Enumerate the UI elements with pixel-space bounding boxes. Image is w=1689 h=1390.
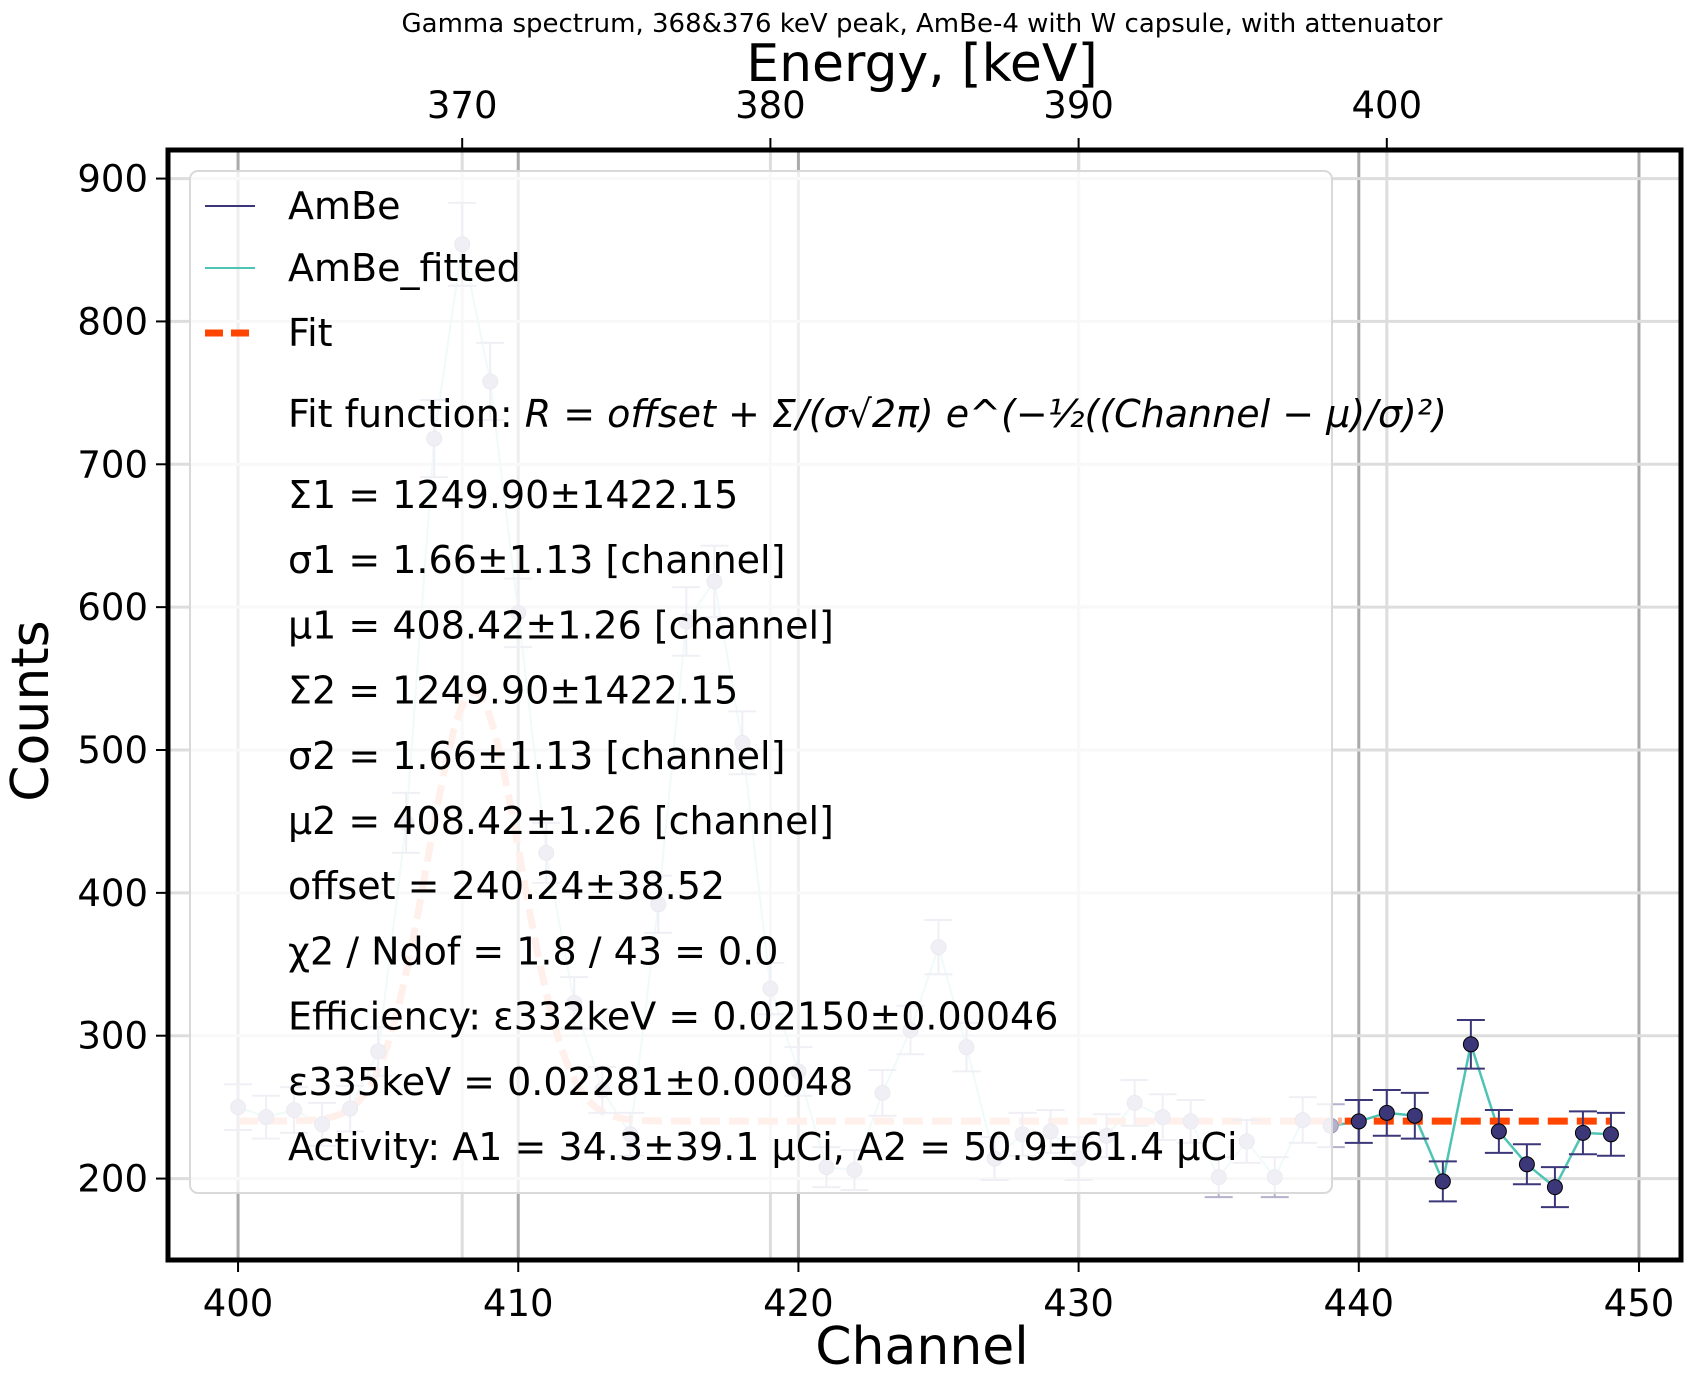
y-tick-label: 900: [77, 158, 148, 201]
x-tick-label: 420: [763, 1282, 834, 1325]
legend-entry-ambe-fitted: AmBe_fitted: [288, 246, 521, 290]
fit-parameter-line: χ2 / Ndof = 1.8 / 43 = 0.0: [288, 929, 778, 973]
data-point: [1602, 1126, 1619, 1143]
data-point-group: [1512, 1143, 1541, 1186]
fit-parameter-line: Σ1 = 1249.90±1422.15: [288, 473, 738, 517]
data-point-group: [1456, 1019, 1485, 1070]
y-tick-label: 600: [77, 586, 148, 629]
legend-entry-ambe: AmBe: [288, 184, 400, 228]
data-point-group: [1400, 1091, 1429, 1140]
x2-tick-label: 380: [735, 84, 806, 127]
axis-ticks: 400 410 420 430 440 450 370 380 390 400 200 300 400 5…: [77, 84, 1674, 1325]
x-tick-label: 410: [483, 1282, 554, 1325]
x-tick-label: 430: [1043, 1282, 1114, 1325]
data-point: [1350, 1113, 1367, 1130]
legend-box: [189, 170, 1333, 1194]
x2-tick-label: 390: [1043, 84, 1114, 127]
data-point-group: [1344, 1099, 1373, 1144]
y-tick-label: 200: [77, 1158, 148, 1201]
fit-parameter-line: μ1 = 408.42±1.26 [channel]: [288, 603, 834, 647]
legend-entry-fit: Fit: [288, 311, 333, 355]
data-point-group: [1484, 1109, 1513, 1154]
x2-tick-label: 370: [427, 84, 498, 127]
data-point: [1490, 1123, 1507, 1140]
data-point: [1378, 1104, 1395, 1121]
fit-parameter-line: μ2 = 408.42±1.26 [channel]: [288, 799, 834, 843]
fit-parameter-line: Activity: A1 = 34.3±39.1 μCi, A2 = 50.9±…: [288, 1125, 1238, 1169]
fit-function-formula: R = offset + Σ/(σ√2π) e^(−½((Channel − μ…: [525, 392, 1447, 436]
fit-parameter-line: σ2 = 1.66±1.13 [channel]: [288, 734, 785, 778]
chart-title: Gamma spectrum, 368&376 keV peak, AmBe-4…: [402, 9, 1443, 39]
data-point-group: [1428, 1160, 1457, 1203]
fit-parameter-line: Σ2 = 1249.90±1422.15: [288, 669, 738, 713]
y-tick-label: 700: [77, 443, 148, 486]
data-point: [1518, 1156, 1535, 1173]
fit-parameter-line: offset = 240.24±38.52: [288, 864, 725, 908]
y-axis-title: Counts: [1, 620, 61, 802]
data-point: [1574, 1124, 1591, 1141]
data-point-group: [1568, 1110, 1597, 1156]
x-tick-label: 440: [1323, 1282, 1394, 1325]
fit-parameter-line: Efficiency: ε332keV = 0.02150±0.00046: [288, 995, 1058, 1039]
data-point-group: [1596, 1111, 1625, 1157]
data-point: [1406, 1107, 1423, 1124]
fit-parameters: Σ1 = 1249.90±1422.15 σ1 = 1.66±1.13 [chan…: [288, 473, 1238, 1169]
plot-frame: [165, 147, 1684, 1263]
fit-parameter-line: σ1 = 1.66±1.13 [channel]: [288, 538, 785, 582]
x-axis-title: Channel: [815, 1317, 1028, 1377]
legend: AmBe AmBe_fitted Fit Fit function: R = o…: [189, 170, 1447, 1194]
data-point: [1434, 1173, 1451, 1190]
fit-function-text: Fit function: R = offset + Σ/(σ√2π) e^(−…: [288, 392, 1447, 436]
y-tick-label: 800: [77, 300, 148, 343]
x-tick-label: 450: [1604, 1282, 1675, 1325]
fit-function-label: Fit function:: [288, 392, 525, 436]
y-tick-label: 300: [77, 1015, 148, 1058]
data-point: [1462, 1036, 1479, 1053]
data-point-group: [1540, 1166, 1569, 1209]
data-point-group: [1372, 1089, 1401, 1137]
x2-tick-label: 400: [1351, 84, 1422, 127]
top-axis-title: Energy, [keV]: [746, 34, 1098, 94]
y-tick-label: 500: [77, 729, 148, 772]
x-tick-label: 400: [203, 1282, 274, 1325]
y-tick-label: 400: [77, 872, 148, 915]
fit-parameter-line: ε335keV = 0.02281±0.00048: [288, 1060, 853, 1104]
data-point: [1546, 1179, 1563, 1196]
